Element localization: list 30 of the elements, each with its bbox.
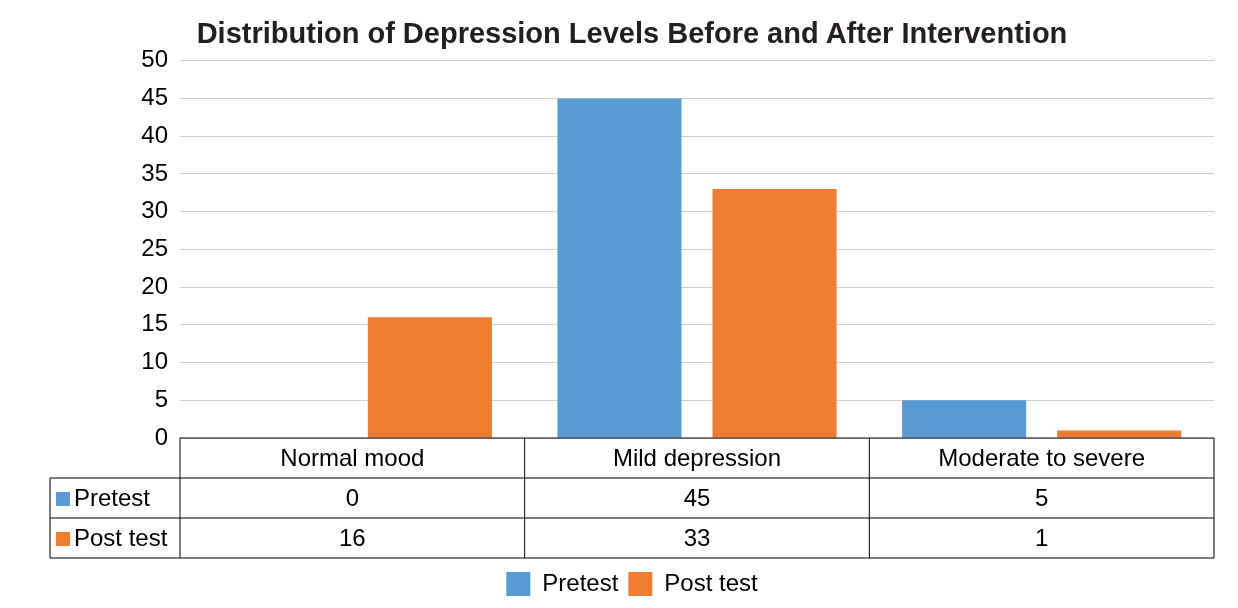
data-label: 5	[1034, 483, 1049, 511]
y-tick-label: 20	[141, 271, 168, 299]
bar	[712, 189, 837, 438]
y-tick-label: 5	[154, 384, 168, 412]
y-tick-label: 45	[141, 83, 168, 111]
y-tick-label: 40	[141, 120, 168, 148]
text: Pretest	[74, 483, 151, 511]
x-tick-label: Moderate to severe	[938, 443, 1146, 471]
data-label: 1	[1034, 523, 1049, 551]
legend-label: Pretest	[542, 568, 619, 596]
bar	[902, 400, 1027, 438]
y-tick-label: 30	[141, 196, 168, 224]
y-tick-label: 0	[154, 422, 168, 450]
y-tick-label: 15	[141, 309, 168, 337]
y-tick-label: 10	[141, 347, 168, 375]
bar	[1057, 430, 1182, 438]
data-label: 33	[683, 523, 711, 551]
legend-label: Post test	[664, 568, 759, 596]
data-label: 45	[683, 483, 711, 511]
x-tick-label: Mild depression	[612, 443, 782, 471]
data-label: 16	[338, 523, 366, 551]
y-tick-label: 50	[141, 45, 168, 73]
bar	[367, 317, 492, 438]
chart-title: Distribution of Depression Levels Before and After Intervention	[196, 17, 1068, 50]
text: Post test	[74, 523, 168, 551]
data-label: 0	[345, 483, 360, 511]
bar	[557, 98, 682, 438]
y-tick-label: 25	[141, 234, 168, 262]
y-tick-label: 35	[141, 158, 168, 186]
x-tick-label: Normal mood	[280, 443, 425, 471]
